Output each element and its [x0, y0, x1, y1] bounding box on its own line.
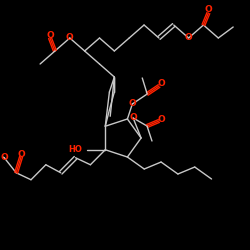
- Text: HO: HO: [68, 145, 82, 154]
- Text: O: O: [46, 30, 54, 40]
- Text: O: O: [66, 34, 74, 42]
- Text: O: O: [157, 114, 165, 124]
- Text: O: O: [157, 80, 165, 88]
- Text: O: O: [204, 6, 212, 15]
- Text: O: O: [128, 100, 136, 108]
- Text: O: O: [129, 114, 137, 122]
- Text: O: O: [0, 153, 8, 162]
- Text: O: O: [185, 34, 192, 42]
- Text: O: O: [17, 150, 25, 159]
